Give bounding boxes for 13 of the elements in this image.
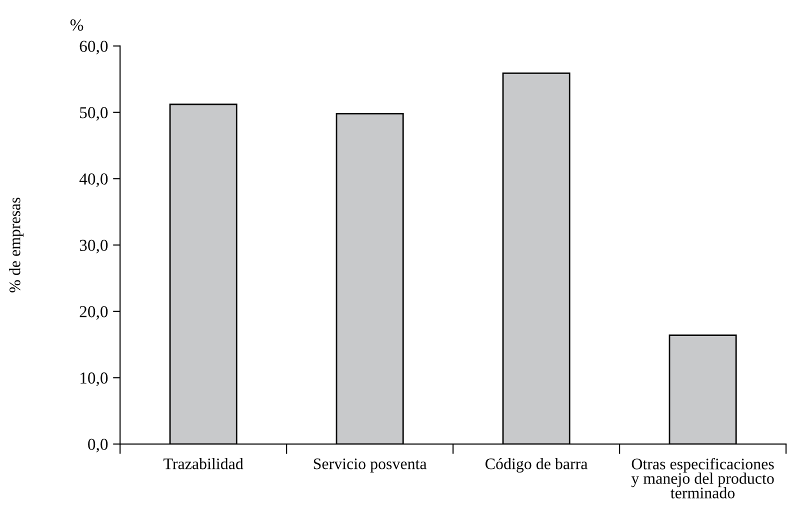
y-tick-label: 40,0: [79, 173, 108, 188]
y-tick-label: 20,0: [80, 306, 108, 320]
y-tick-label: 60,0: [80, 40, 108, 54]
x-tick-label: Trazabilidad: [164, 458, 244, 470]
x-tick-label: Código de barra: [486, 458, 588, 473]
x-tick-label: Servicio posventa: [314, 458, 427, 472]
y-tick-label: 30,0: [80, 240, 108, 254]
y-tick-label: 0,0: [88, 438, 108, 452]
x-tick-label: Otras especificaciones y manejo del producto terminado: [631, 458, 774, 498]
y-axis-title: % de empresas: [9, 198, 24, 292]
y-tick-label: 10,0: [80, 372, 108, 386]
y-tick-label: 50,0: [80, 107, 108, 121]
text: %: [70, 19, 84, 31]
